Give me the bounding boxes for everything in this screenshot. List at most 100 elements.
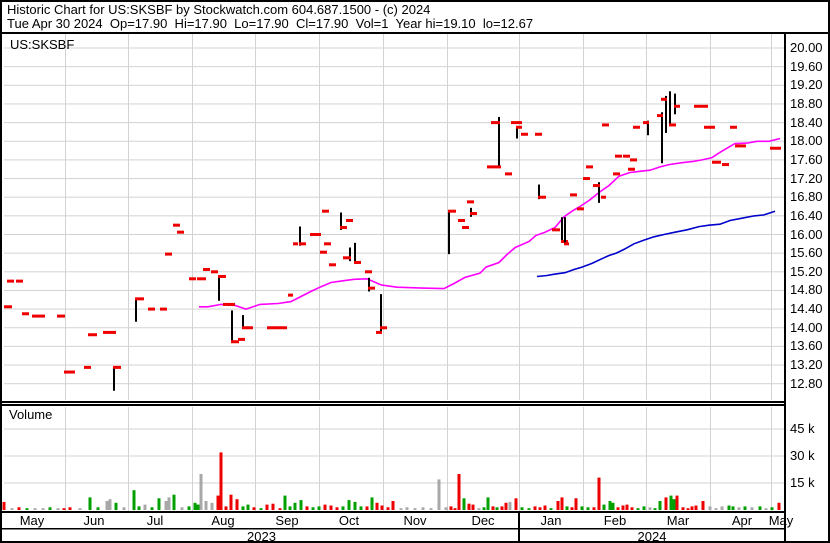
- price-dash: [276, 326, 287, 330]
- price-dash: [487, 165, 494, 169]
- month-label: Oct: [338, 513, 360, 528]
- volume-bar: [48, 507, 52, 510]
- price-bar: [380, 294, 382, 332]
- month-label: Jan: [540, 513, 562, 528]
- month-gridline: [519, 407, 520, 511]
- price-bar: [340, 212, 342, 230]
- volume-bar: [278, 508, 282, 510]
- close-tick: [448, 209, 456, 213]
- price-dash: [770, 146, 781, 150]
- price-dash: [505, 172, 512, 176]
- price-gridline: [4, 178, 784, 180]
- volume-bar: [399, 508, 403, 510]
- volume-bar: [17, 507, 21, 510]
- month-label: Jun: [83, 513, 105, 528]
- volume-bar: [642, 506, 646, 510]
- volume-bar: [462, 498, 466, 510]
- volume-bar: [288, 506, 292, 510]
- month-gridline: [192, 34, 193, 400]
- volume-bar: [508, 501, 512, 510]
- volume-bar: [235, 499, 239, 510]
- price-dash: [613, 172, 620, 176]
- volume-bar: [658, 501, 662, 510]
- price-tick-label: 20.00: [790, 40, 823, 55]
- volume-bar: [137, 506, 141, 510]
- month-gridline: [710, 34, 711, 400]
- volume-tick-label: 30 k: [790, 448, 815, 463]
- month-gridline: [447, 34, 448, 400]
- volume-bar: [720, 506, 724, 510]
- volume-bar: [167, 497, 171, 510]
- close-tick: [343, 256, 351, 260]
- price-dash: [458, 219, 465, 223]
- price-dash: [238, 337, 245, 341]
- volume-bar: [193, 502, 197, 510]
- price-dash: [535, 132, 542, 136]
- volume-bar: [199, 474, 203, 510]
- blue-ma-line: [536, 210, 776, 278]
- price-dash: [32, 314, 45, 318]
- price-tick-label: 14.00: [790, 319, 823, 335]
- volume-bar: [714, 508, 718, 510]
- volume-bar: [78, 508, 82, 510]
- volume-bar: [413, 508, 417, 510]
- volume-bar: [560, 497, 564, 510]
- close-tick: [657, 114, 663, 118]
- month-gridline: [65, 34, 66, 400]
- price-tick-label: 16.00: [790, 226, 823, 242]
- header-line-1: Historic Chart for US:SKSBF by Stockwatc…: [7, 2, 431, 17]
- close-tick: [470, 212, 477, 216]
- price-tick-label: 19.60: [790, 58, 823, 74]
- volume-bar: [380, 505, 384, 510]
- price-tick-label: 12.80: [790, 375, 823, 391]
- price-bar: [561, 217, 563, 243]
- price-dash: [7, 279, 14, 283]
- month-label: Dec: [471, 513, 495, 528]
- volume-bar: [317, 506, 321, 510]
- symbol-label: US:SKSBF: [10, 37, 75, 52]
- volume-bar: [311, 507, 315, 510]
- volume-bar: [164, 501, 168, 510]
- price-dash: [322, 209, 329, 213]
- close-tick: [491, 121, 500, 125]
- month-gridline: [383, 407, 384, 511]
- price-dash: [189, 277, 196, 281]
- volume-bar: [758, 506, 762, 510]
- volume-bar: [625, 504, 629, 510]
- price-dash: [365, 270, 372, 274]
- volume-bar: [25, 508, 29, 510]
- close-tick: [593, 184, 600, 188]
- price-dash: [467, 200, 474, 204]
- month-label: Mar: [666, 513, 690, 528]
- price-dash: [628, 167, 635, 171]
- volume-bar: [565, 506, 569, 510]
- price-dash: [601, 195, 606, 199]
- price-dash: [203, 267, 210, 271]
- price-dash: [462, 226, 469, 230]
- price-gridline: [4, 383, 784, 385]
- volume-bar: [527, 508, 531, 510]
- price-gridline: [4, 289, 784, 291]
- price-dash: [602, 123, 609, 127]
- price-tick-label: 18.00: [790, 133, 823, 149]
- close-tick: [564, 242, 569, 246]
- volume-bar: [150, 507, 154, 510]
- price-gridline: [4, 84, 784, 86]
- month-gridline: [646, 34, 647, 400]
- volume-bar: [293, 502, 297, 510]
- price-gridline: [4, 196, 784, 198]
- price-dash: [177, 230, 184, 234]
- price-dash: [228, 302, 235, 306]
- price-dash: [160, 307, 167, 311]
- volume-bar: [669, 495, 673, 510]
- volume-bar: [616, 507, 620, 510]
- price-dash: [630, 158, 637, 162]
- price-tick-label: 19.20: [790, 77, 823, 93]
- price-dash: [346, 219, 353, 223]
- month-gridline: [583, 34, 584, 400]
- close-tick: [661, 97, 667, 101]
- volume-bar: [88, 497, 92, 510]
- volume-bar: [105, 501, 109, 510]
- volume-gridline: [4, 482, 784, 484]
